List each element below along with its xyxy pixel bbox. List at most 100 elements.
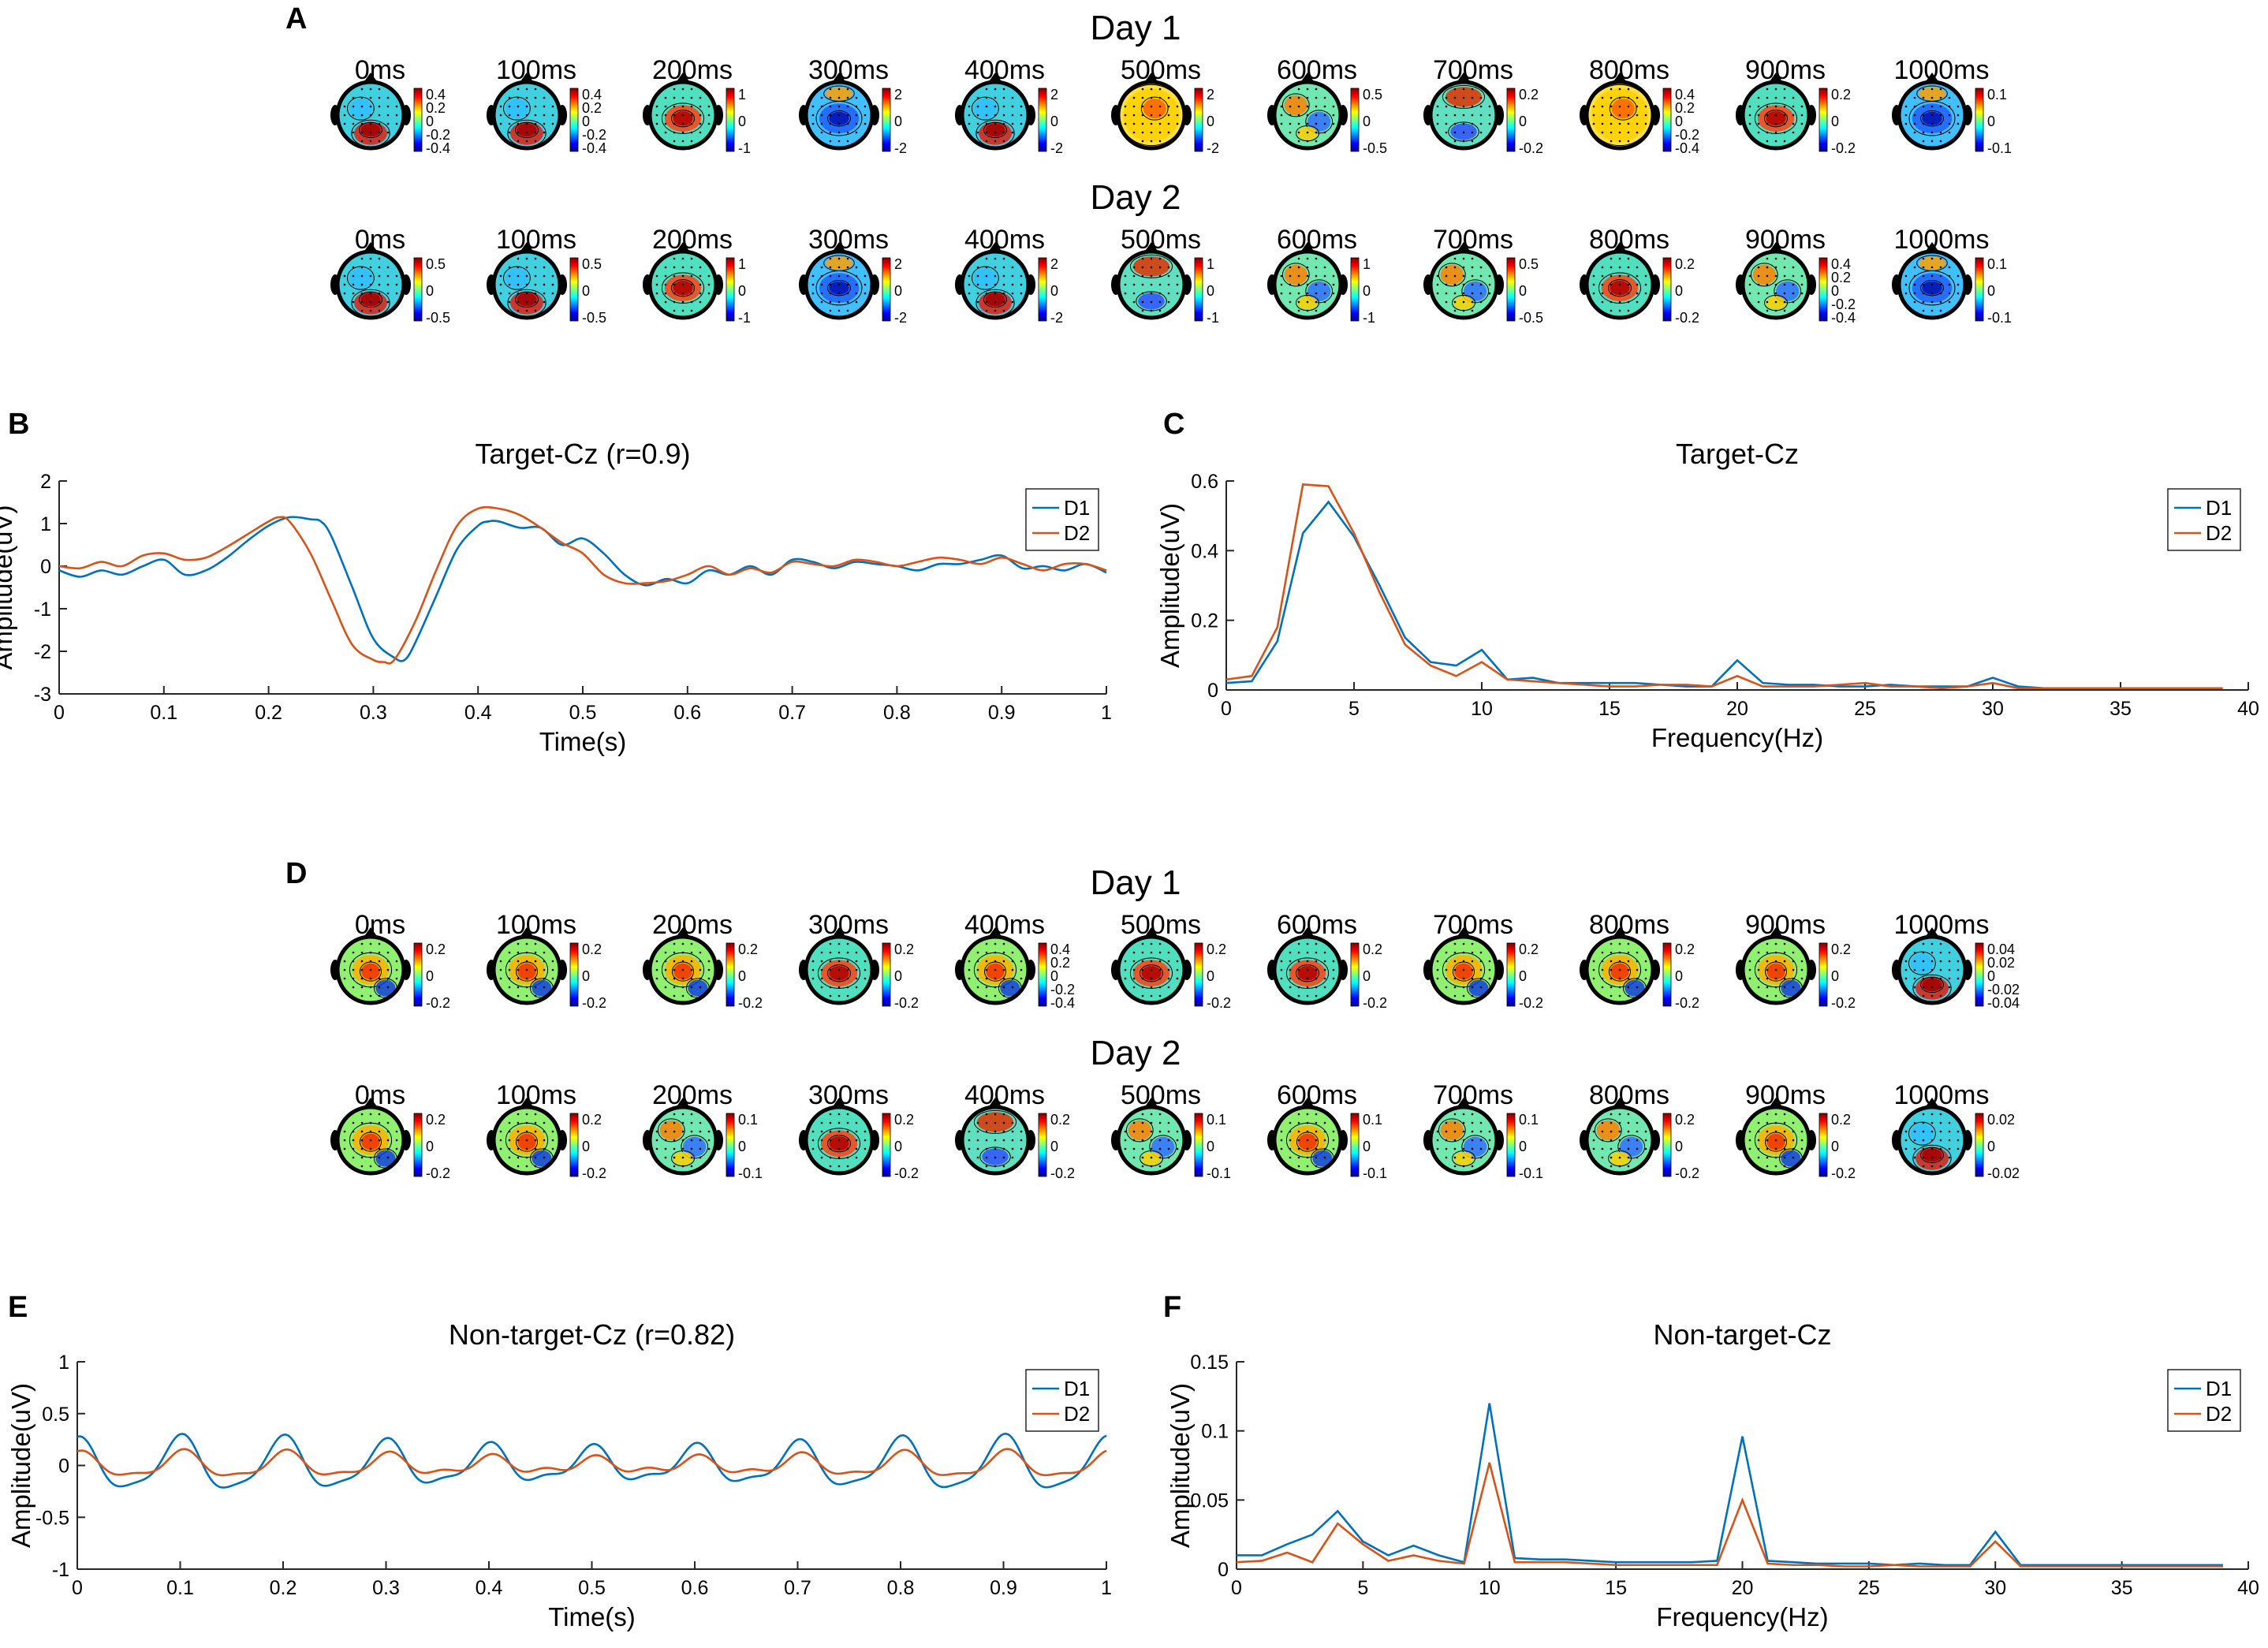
- electrode: [1289, 283, 1292, 286]
- electrode: [673, 1147, 676, 1150]
- electrode: [1471, 140, 1474, 143]
- electrode: [1792, 266, 1795, 269]
- electrode: [1904, 1139, 1908, 1142]
- scalp-blob: [1440, 264, 1464, 285]
- electrode: [1167, 1147, 1170, 1150]
- electrode: [1774, 300, 1777, 304]
- colorbar-tick-label: 0.4: [1050, 941, 1070, 957]
- electrode: [1913, 300, 1916, 304]
- electrode: [994, 1113, 997, 1116]
- colorbar-tick-label: 0: [1987, 283, 1995, 299]
- electrode: [1297, 300, 1300, 304]
- electrode: [369, 986, 372, 989]
- scalp-blob: [826, 256, 852, 270]
- electrode: [1766, 1130, 1769, 1133]
- electrode: [1141, 140, 1144, 143]
- electrode: [1315, 1139, 1318, 1142]
- electrode: [1913, 114, 1916, 117]
- electrode: [968, 1130, 971, 1133]
- electrode: [1323, 105, 1326, 108]
- electrode: [1636, 951, 1639, 954]
- electrode: [360, 88, 364, 91]
- colorbar-tick-label: -0.2: [894, 1165, 919, 1181]
- electrode: [517, 105, 520, 108]
- electrode: [1141, 105, 1144, 108]
- electrode: [1922, 292, 1925, 295]
- electrode: [673, 114, 676, 117]
- electrode: [395, 1130, 398, 1133]
- electrode: [378, 951, 381, 954]
- colorbar-tick-label: 0.2: [1675, 1112, 1695, 1128]
- electrode: [1783, 105, 1786, 108]
- electrode: [1948, 292, 1951, 295]
- head-outline: [491, 249, 562, 320]
- electrode: [1011, 1139, 1014, 1142]
- electrode: [525, 1121, 528, 1124]
- electrode: [837, 1165, 841, 1168]
- electrode: [1002, 1147, 1005, 1150]
- head-scalp: [494, 937, 560, 1003]
- head-scalp: [1118, 252, 1184, 318]
- electrode: [343, 1147, 346, 1150]
- electrode: [1289, 266, 1292, 269]
- electrode: [508, 1139, 511, 1142]
- electrode: [673, 977, 676, 980]
- electrode: [1436, 283, 1439, 286]
- topomap-time-label: 900ms: [1745, 225, 1826, 255]
- electrode: [673, 309, 676, 312]
- contour-line: [1125, 1118, 1154, 1143]
- series-line-d2: [76, 1448, 1107, 1477]
- electrode: [1297, 1139, 1300, 1142]
- electrode: [985, 114, 988, 117]
- colorbar-tick-label: 0: [1050, 1139, 1058, 1154]
- electrode: [378, 283, 381, 286]
- electrode: [1783, 960, 1786, 963]
- electrode: [1922, 942, 1925, 945]
- electrode: [846, 131, 849, 134]
- electrode: [1289, 292, 1292, 295]
- colorbar-tick-label: 0: [1363, 283, 1371, 299]
- electrode: [681, 942, 685, 945]
- electrode: [994, 309, 997, 312]
- x-tick-label: 35: [2109, 698, 2132, 720]
- electrode: [1627, 986, 1630, 989]
- colorbar: [413, 88, 423, 152]
- series-line-d1: [76, 1432, 1107, 1489]
- electrode: [681, 986, 685, 989]
- electrode: [1913, 951, 1916, 954]
- electrode: [1792, 1121, 1795, 1124]
- electrode: [655, 1139, 658, 1142]
- electrode: [1610, 292, 1613, 295]
- electrode: [499, 1130, 502, 1133]
- scalp-blob: [517, 123, 537, 137]
- electrode: [846, 1156, 849, 1159]
- electrode: [1766, 994, 1769, 997]
- electrode: [1158, 88, 1162, 91]
- electrode: [681, 122, 685, 125]
- electrode: [994, 96, 997, 99]
- electrode: [1913, 122, 1916, 125]
- electrode: [1124, 114, 1127, 117]
- electrode: [1471, 942, 1474, 945]
- electrode: [352, 1156, 355, 1159]
- electrode: [681, 300, 685, 304]
- electrode: [395, 968, 398, 971]
- electrode: [1150, 300, 1153, 304]
- electrode: [1297, 960, 1300, 963]
- electrode: [820, 977, 823, 980]
- head-outline: [1272, 249, 1343, 320]
- electrode: [360, 114, 364, 117]
- electrode: [378, 266, 381, 269]
- electrode: [378, 105, 381, 108]
- electrode: [534, 300, 537, 304]
- electrode: [1141, 292, 1144, 295]
- electrode: [1774, 977, 1777, 980]
- electrode: [1766, 1147, 1769, 1150]
- colorbar-tick-label: 0.1: [1987, 256, 2007, 272]
- electrode: [1792, 1139, 1795, 1142]
- electrode: [352, 1139, 355, 1142]
- electrode: [551, 274, 554, 278]
- head-outline: [1740, 934, 1811, 1005]
- colorbar-tick-label: 0.1: [1519, 1112, 1539, 1128]
- electrode: [360, 1121, 364, 1124]
